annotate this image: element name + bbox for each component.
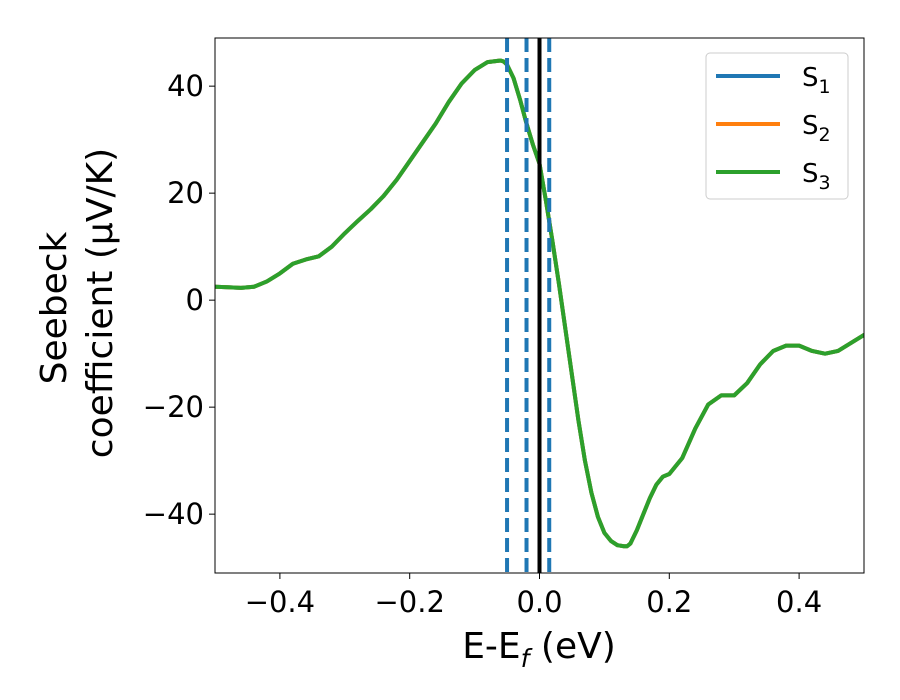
- reference-lines: [505, 38, 552, 573]
- legend-label-s3-main: S: [802, 159, 819, 189]
- x-axis-ticks: −0.4 −0.2 0.0 0.2 0.4: [245, 573, 822, 619]
- y-tick-label: 0: [186, 283, 204, 317]
- x-tick-label: 0.4: [776, 585, 822, 619]
- x-axis-title: E-Ef (eV): [462, 626, 616, 673]
- series-layer: [215, 58, 864, 549]
- legend-label-s2-sub: 2: [819, 124, 831, 146]
- x-tick-label: −0.2: [374, 585, 444, 619]
- legend-label-s3-sub: 3: [819, 172, 831, 194]
- x-tick-label: 0.2: [646, 585, 692, 619]
- y-axis-title-line1: Seebeck: [34, 231, 75, 384]
- x-tick-label: 0.0: [516, 585, 562, 619]
- y-tick-label: 20: [167, 176, 204, 210]
- series-line-3: [215, 58, 864, 549]
- y-axis-title-line2: coefficient (μV/K): [80, 148, 121, 458]
- legend-label-s1: S1: [802, 63, 831, 98]
- y-tick-label: 40: [167, 69, 204, 103]
- legend-label-s1-main: S: [802, 63, 819, 93]
- legend-label-s2: S2: [802, 111, 831, 146]
- x-axis-title-tail: (eV): [529, 626, 615, 667]
- legend-label-s1-sub: 1: [819, 76, 831, 98]
- x-tick-label: −0.4: [245, 585, 315, 619]
- legend-label-s3: S3: [802, 159, 831, 194]
- y-tick-label: −40: [143, 497, 204, 531]
- y-tick-label: −20: [143, 390, 204, 424]
- legend-label-s2-main: S: [802, 111, 819, 141]
- x-axis-title-main: E-E: [462, 626, 520, 667]
- legend: S1 S2 S3: [705, 52, 849, 200]
- y-axis-ticks: −40 −20 0 20 40: [143, 69, 215, 531]
